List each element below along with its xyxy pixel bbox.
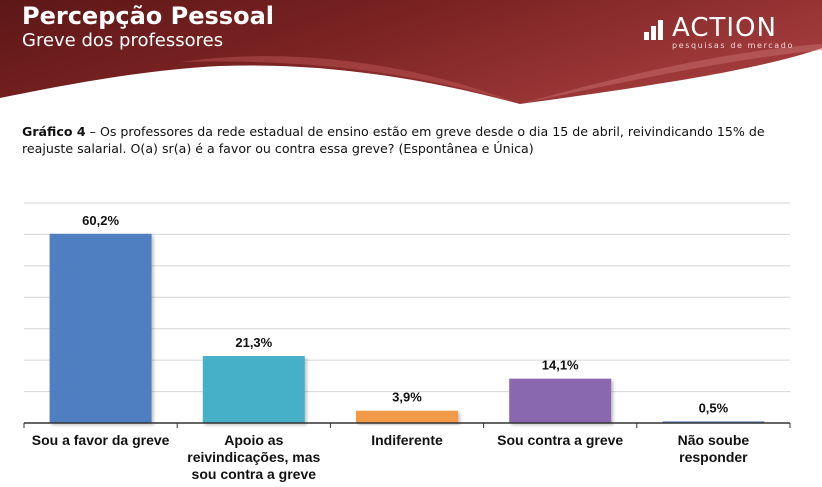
bar <box>509 378 612 423</box>
value-label: 21,3% <box>235 335 272 350</box>
bar <box>202 356 305 423</box>
header-banner <box>0 0 822 104</box>
category-label: Apoio as reivindicações, mas sou contra a … <box>187 432 320 482</box>
category-label: Sou a favor da greve <box>32 432 170 448</box>
page-subtitle: Greve dos professores <box>22 30 224 51</box>
x-axis <box>23 422 791 428</box>
bar <box>356 410 458 423</box>
logo-tagline: pesquisas de mercado <box>672 41 794 50</box>
logo-word: ACTION <box>672 13 777 43</box>
chart-caption: Gráfico 4 – Os professores da rede estad… <box>22 123 812 157</box>
value-label: 60,2% <box>82 213 119 228</box>
bar-chart-icon <box>644 20 668 40</box>
category-labels: Sou a favor da greve Apoio as reivindicaçõ… <box>32 432 750 482</box>
page-number: 12 <box>784 62 798 75</box>
category-label: Não soube responder <box>678 432 750 465</box>
gridlines <box>24 202 790 393</box>
category-label-line: reivindicações, mas <box>187 449 320 465</box>
value-label: 3,9% <box>392 390 422 405</box>
category-label-line: sou contra a greve <box>192 466 317 482</box>
value-label: 0,5% <box>699 400 729 415</box>
value-labels: 60,2% 21,3% 3,9% 14,1% 0,5% <box>82 213 728 416</box>
value-label: 14,1% <box>542 358 579 373</box>
category-label-line: Indiferente <box>371 432 443 448</box>
category-label-line: Não soube <box>678 432 750 448</box>
bar <box>49 233 152 423</box>
bar-series <box>49 233 765 423</box>
category-label-line: Sou contra a greve <box>497 432 623 448</box>
category-label-line: Sou a favor da greve <box>32 432 170 448</box>
category-label: Sou contra a greve <box>497 432 623 448</box>
action-logo: ACTION pesquisas de mercado <box>644 14 804 54</box>
caption-label: Gráfico 4 <box>22 124 86 139</box>
caption-text: – Os professores da rede estadual de ens… <box>22 124 765 156</box>
page-title: Percepção Pessoal <box>22 2 274 30</box>
category-label: Indiferente <box>371 432 443 448</box>
bar <box>662 421 765 423</box>
category-label-line: Apoio as <box>224 432 283 448</box>
category-label-line: responder <box>679 449 748 465</box>
